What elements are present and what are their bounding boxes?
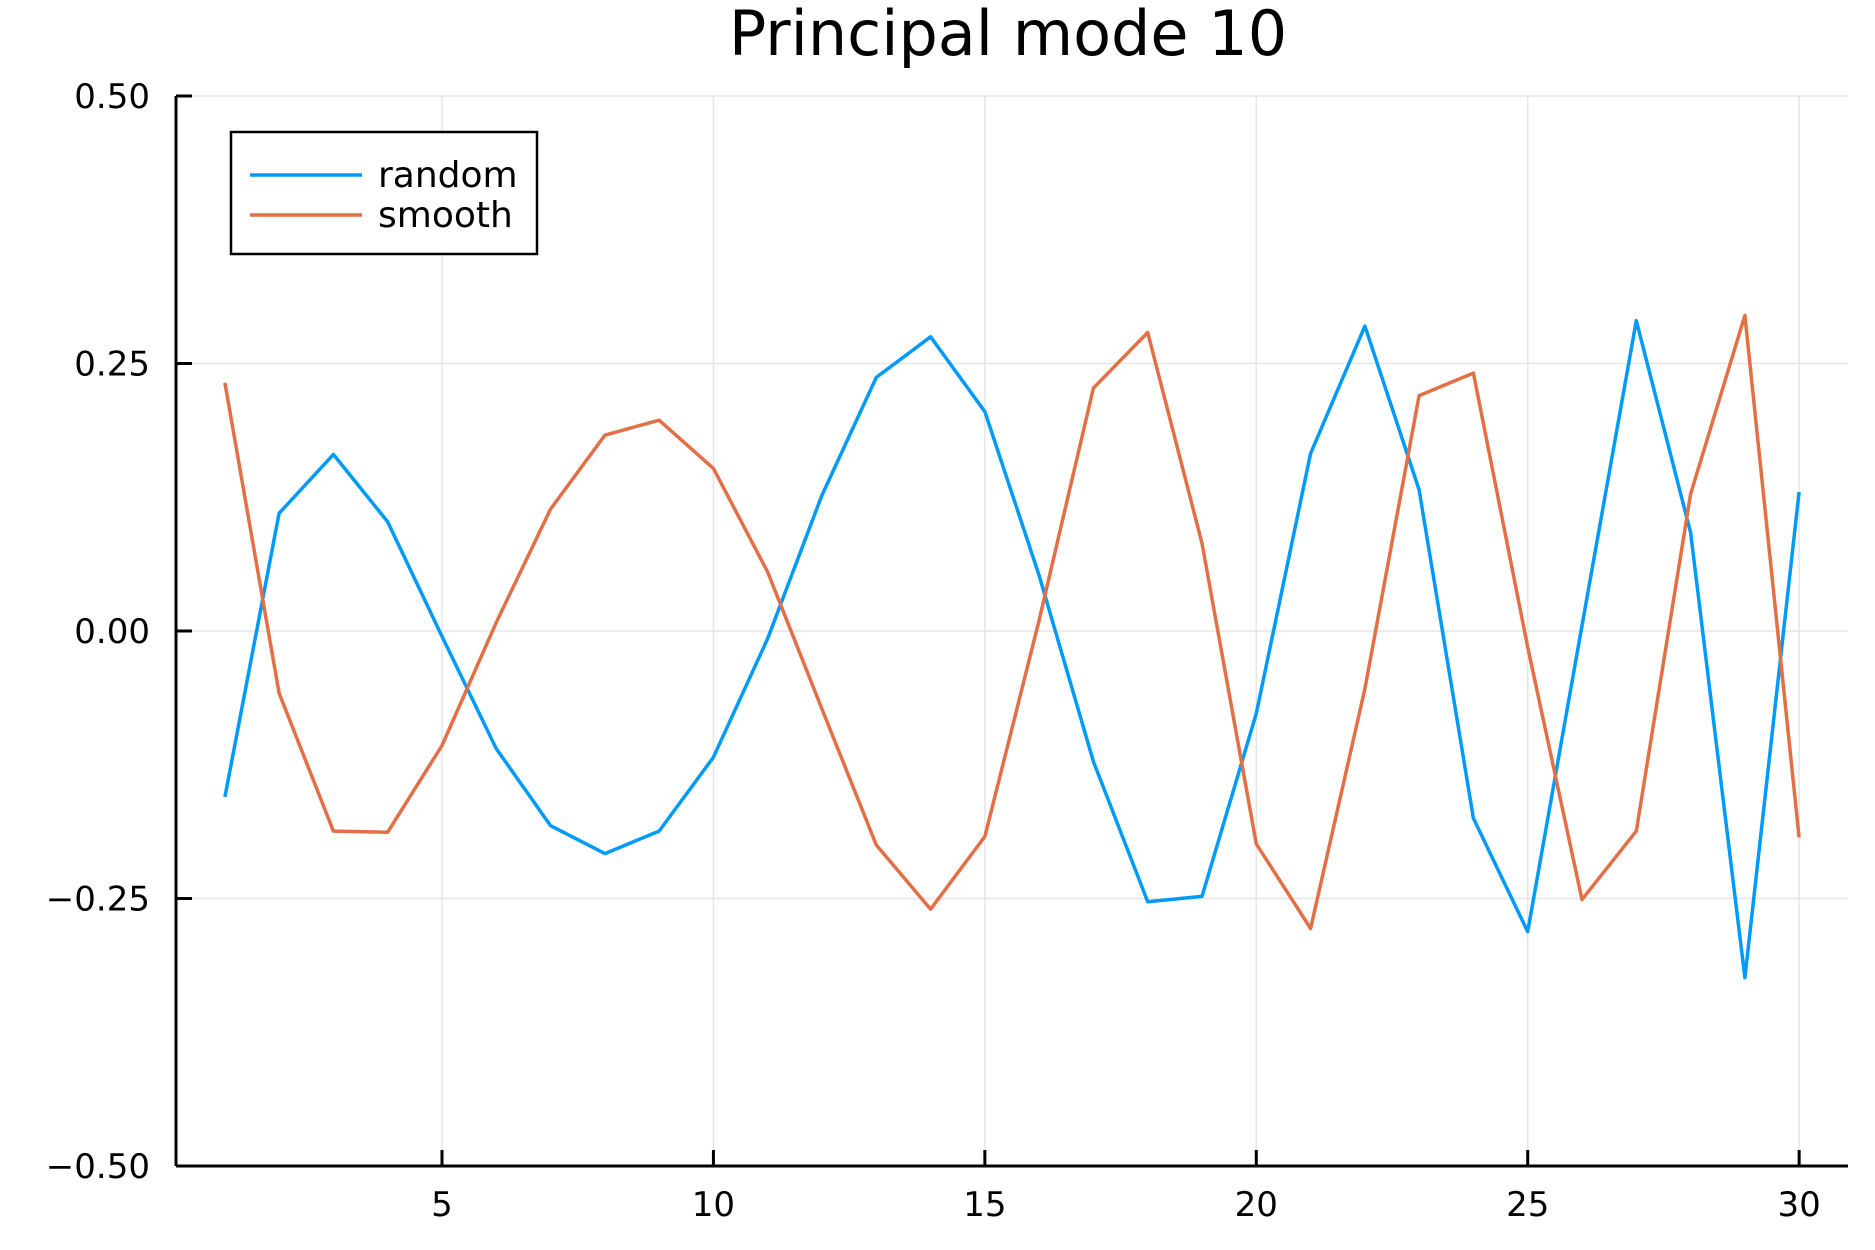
y-tick-label: 0.00 — [74, 612, 150, 652]
y-tick-label: −0.25 — [46, 880, 150, 920]
x-tick-label: 25 — [1506, 1185, 1549, 1225]
x-tick-label: 15 — [963, 1185, 1006, 1225]
y-tick-label: −0.50 — [46, 1147, 150, 1187]
x-tick-label: 20 — [1235, 1185, 1278, 1225]
y-tick-label: 0.50 — [74, 77, 150, 117]
tick-labels: 5 10 15 20 25 30 −0.50 −0.25 0.00 0.25 0.50 — [46, 77, 1821, 1225]
legend-label-random: random — [378, 155, 518, 196]
tick-marks — [176, 94, 1801, 1168]
series-random — [223, 318, 1801, 980]
chart-title: Principal mode 10 — [729, 0, 1287, 70]
series-smooth — [223, 313, 1801, 931]
legend-box — [229, 130, 539, 256]
series-line-random — [223, 318, 1801, 980]
x-tick-label: 10 — [692, 1185, 735, 1225]
x-tick-label: 30 — [1778, 1185, 1821, 1225]
y-tick-label: 0.25 — [74, 345, 150, 385]
legend-label-smooth: smooth — [378, 195, 513, 236]
grid-lines — [176, 95, 1848, 1167]
x-tick-label: 5 — [431, 1185, 453, 1225]
series-line-smooth — [223, 313, 1801, 931]
series-layer — [223, 313, 1801, 980]
